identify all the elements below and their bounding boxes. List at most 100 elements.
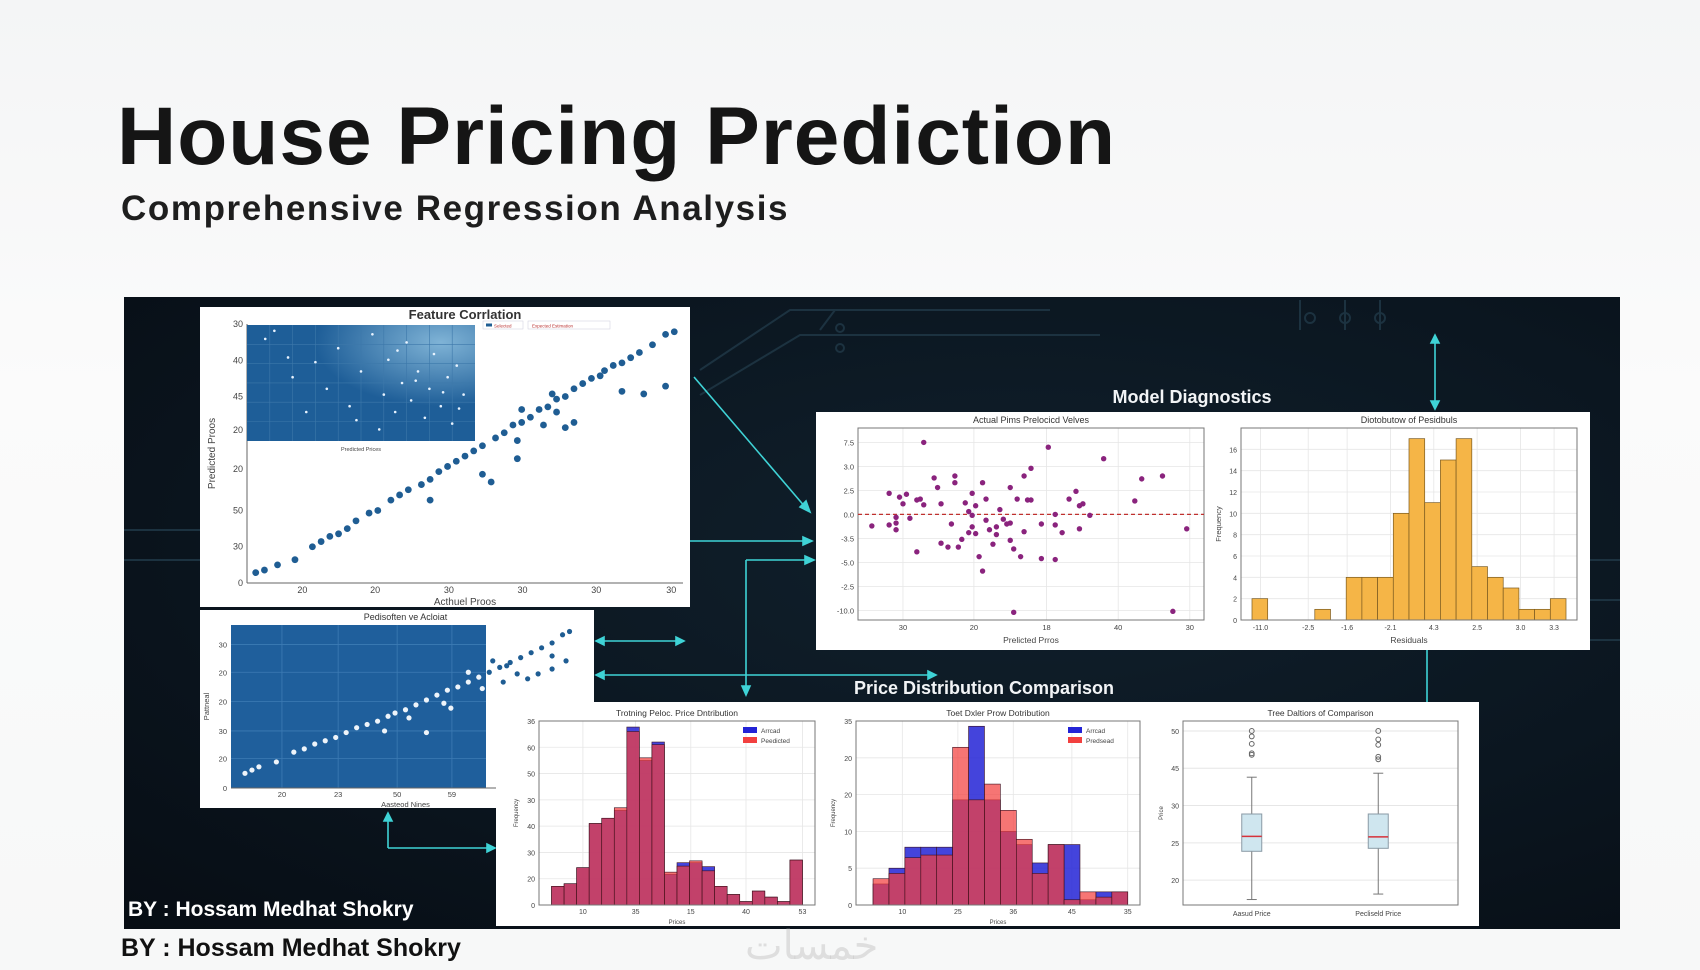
x-tick-label: 30 — [591, 585, 601, 595]
residual-point — [869, 523, 875, 529]
scatter-point — [291, 556, 299, 564]
inset-point — [325, 387, 329, 391]
scatter-point — [544, 403, 552, 411]
scatter-point — [640, 390, 648, 398]
y-tick-label: 20 — [233, 464, 243, 474]
y-axis-label: Frequency — [514, 799, 520, 827]
x-tick-label: 2.5 — [1472, 625, 1482, 632]
box-iqr — [1367, 813, 1389, 849]
y-tick-label: 6 — [1233, 554, 1237, 561]
x-tick-label: 25 — [954, 909, 962, 916]
scatter-point — [273, 759, 279, 765]
scatter-point — [406, 715, 412, 721]
residual-point — [1028, 465, 1034, 472]
predicted-bar — [639, 757, 653, 906]
y-tick-label: -10.0 — [837, 606, 854, 615]
predicted-bar — [1063, 899, 1081, 906]
y-tick-label: 35 — [844, 719, 852, 726]
residual-point — [986, 527, 993, 533]
y-tick-label: 0 — [1233, 618, 1237, 625]
scatter-point — [509, 421, 517, 429]
outlier-point — [1375, 756, 1382, 763]
histogram-bar — [1314, 608, 1331, 621]
residual-point — [969, 512, 975, 519]
inset-point — [291, 375, 294, 379]
x-category-label: Pecliseld Price — [1355, 911, 1401, 918]
y-tick-label: 40 — [527, 824, 535, 831]
page-subtitle: Comprehensive Regression Analysis — [121, 189, 790, 228]
residual-point — [1021, 473, 1027, 479]
page-title: House Pricing Prediction — [117, 91, 1117, 182]
scatter-point — [528, 650, 534, 656]
predicted-bar — [920, 854, 938, 906]
scatter-point — [343, 729, 349, 736]
scatter-point — [465, 669, 471, 675]
legend-box — [527, 320, 611, 330]
x-tick-label: 40 — [1114, 623, 1122, 632]
residual-point — [886, 490, 892, 496]
predicted-bar — [726, 894, 741, 906]
scatter-point — [609, 362, 617, 369]
scatter-point — [490, 658, 496, 664]
feature-correlation-chart: 20 20 30 30 30 30 0 30 50 20 20 45 40 30 Feature Corrl… — [200, 307, 690, 607]
x-tick-label: 30 — [518, 585, 528, 595]
histogram-bar — [1549, 598, 1567, 621]
x-tick-label: 3.3 — [1549, 625, 1559, 632]
residual-point — [893, 527, 899, 533]
residual-point — [997, 506, 1003, 513]
scatter-point — [486, 669, 492, 675]
scatter-point — [461, 452, 469, 460]
y-tick-label: 0 — [531, 903, 535, 910]
y-tick-label: 2.5 — [844, 486, 854, 495]
inset-point — [446, 375, 449, 379]
y-tick-label: 10 — [844, 829, 852, 836]
scatter-point — [455, 684, 461, 690]
residual-point — [886, 522, 892, 528]
scatter-point — [479, 470, 486, 478]
x-category-label: Aasud Price — [1233, 911, 1271, 918]
y-tick-label: 0 — [848, 903, 852, 910]
x-tick-label: -2.1 — [1384, 625, 1396, 632]
inset-point — [355, 418, 358, 422]
plot-background — [231, 625, 486, 788]
x-tick-label: -2.5 — [1302, 625, 1314, 632]
residual-point — [1007, 520, 1013, 526]
plot-frame — [855, 720, 1141, 906]
residual-point — [903, 491, 910, 497]
histogram-bar — [1408, 438, 1426, 621]
predicted-bar — [651, 744, 665, 906]
scatter-point — [662, 382, 669, 390]
residual-point — [952, 473, 958, 479]
residual-point — [969, 490, 975, 496]
scatter-point — [470, 447, 478, 455]
y-tick-label: 30 — [233, 319, 243, 329]
scatter-point — [452, 457, 460, 465]
y-tick-label: 50 — [233, 505, 243, 515]
x-axis-label: Aasteod Nines — [381, 800, 430, 808]
x-axis-label: Acthuel Proos — [434, 597, 496, 607]
residual-point — [1184, 526, 1190, 532]
scatter-point — [549, 640, 555, 646]
watermark-logo: خمسات — [745, 923, 879, 969]
residual-point — [969, 524, 975, 530]
y-axis-label: Frequency — [831, 799, 837, 827]
scatter-point — [504, 663, 510, 669]
y-tick-label: 45 — [233, 392, 243, 402]
inset-point — [348, 404, 351, 408]
legend-label: Arrcad — [1086, 728, 1106, 735]
scatter-point — [514, 671, 520, 677]
scatter-point — [539, 645, 545, 651]
x-tick-label: 23 — [334, 790, 342, 799]
actual-bar — [1063, 844, 1081, 906]
legend-swatch — [743, 737, 757, 743]
x-tick-label: 36 — [1009, 909, 1017, 916]
y-tick-label: 50 — [527, 772, 535, 779]
histogram-bar — [1377, 576, 1394, 621]
predicted-bar — [739, 901, 753, 906]
histogram-bar — [1251, 598, 1269, 621]
scatter-point — [418, 481, 425, 488]
scatter-point — [448, 705, 454, 711]
y-tick-label: 30 — [219, 727, 227, 736]
residual-point — [976, 553, 982, 560]
predicted-bar — [1095, 896, 1113, 906]
